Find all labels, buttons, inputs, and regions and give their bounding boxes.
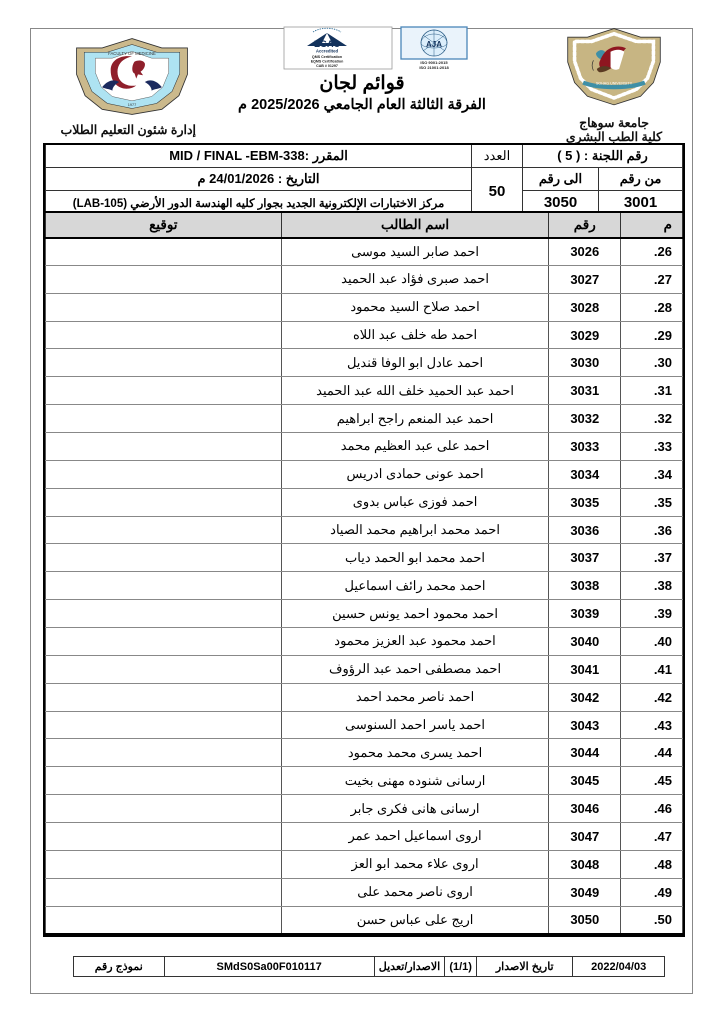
svg-text:Accredited: Accredited bbox=[316, 49, 339, 54]
svg-text:ISO 21001:2018: ISO 21001:2018 bbox=[419, 65, 449, 70]
svg-text:EQMS Certification: EQMS Certification bbox=[311, 60, 344, 64]
svg-text:SOHAG UNIVERSITY: SOHAG UNIVERSITY bbox=[596, 82, 633, 86]
svg-text:AJA: AJA bbox=[426, 40, 442, 49]
svg-text:1977: 1977 bbox=[128, 103, 137, 107]
svg-text:CAB # 01297: CAB # 01297 bbox=[316, 64, 338, 68]
svg-text:QMS Certification: QMS Certification bbox=[312, 55, 342, 59]
svg-text:FACULTY OF MEDICINE: FACULTY OF MEDICINE bbox=[108, 51, 156, 56]
svg-text:EGAC: EGAC bbox=[314, 39, 341, 49]
